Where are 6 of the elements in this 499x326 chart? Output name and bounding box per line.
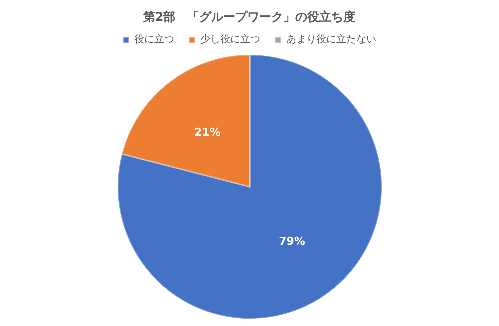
data-label: 79% bbox=[279, 235, 306, 248]
data-label: 21% bbox=[194, 126, 221, 139]
legend-label: 役に立つ bbox=[134, 34, 174, 46]
chart-title: 第2部 「グループワーク」の役立ち度 bbox=[142, 10, 356, 24]
legend-label: 少し役に立つ bbox=[200, 34, 260, 46]
legend-label: あまり役に立たない bbox=[286, 34, 376, 46]
